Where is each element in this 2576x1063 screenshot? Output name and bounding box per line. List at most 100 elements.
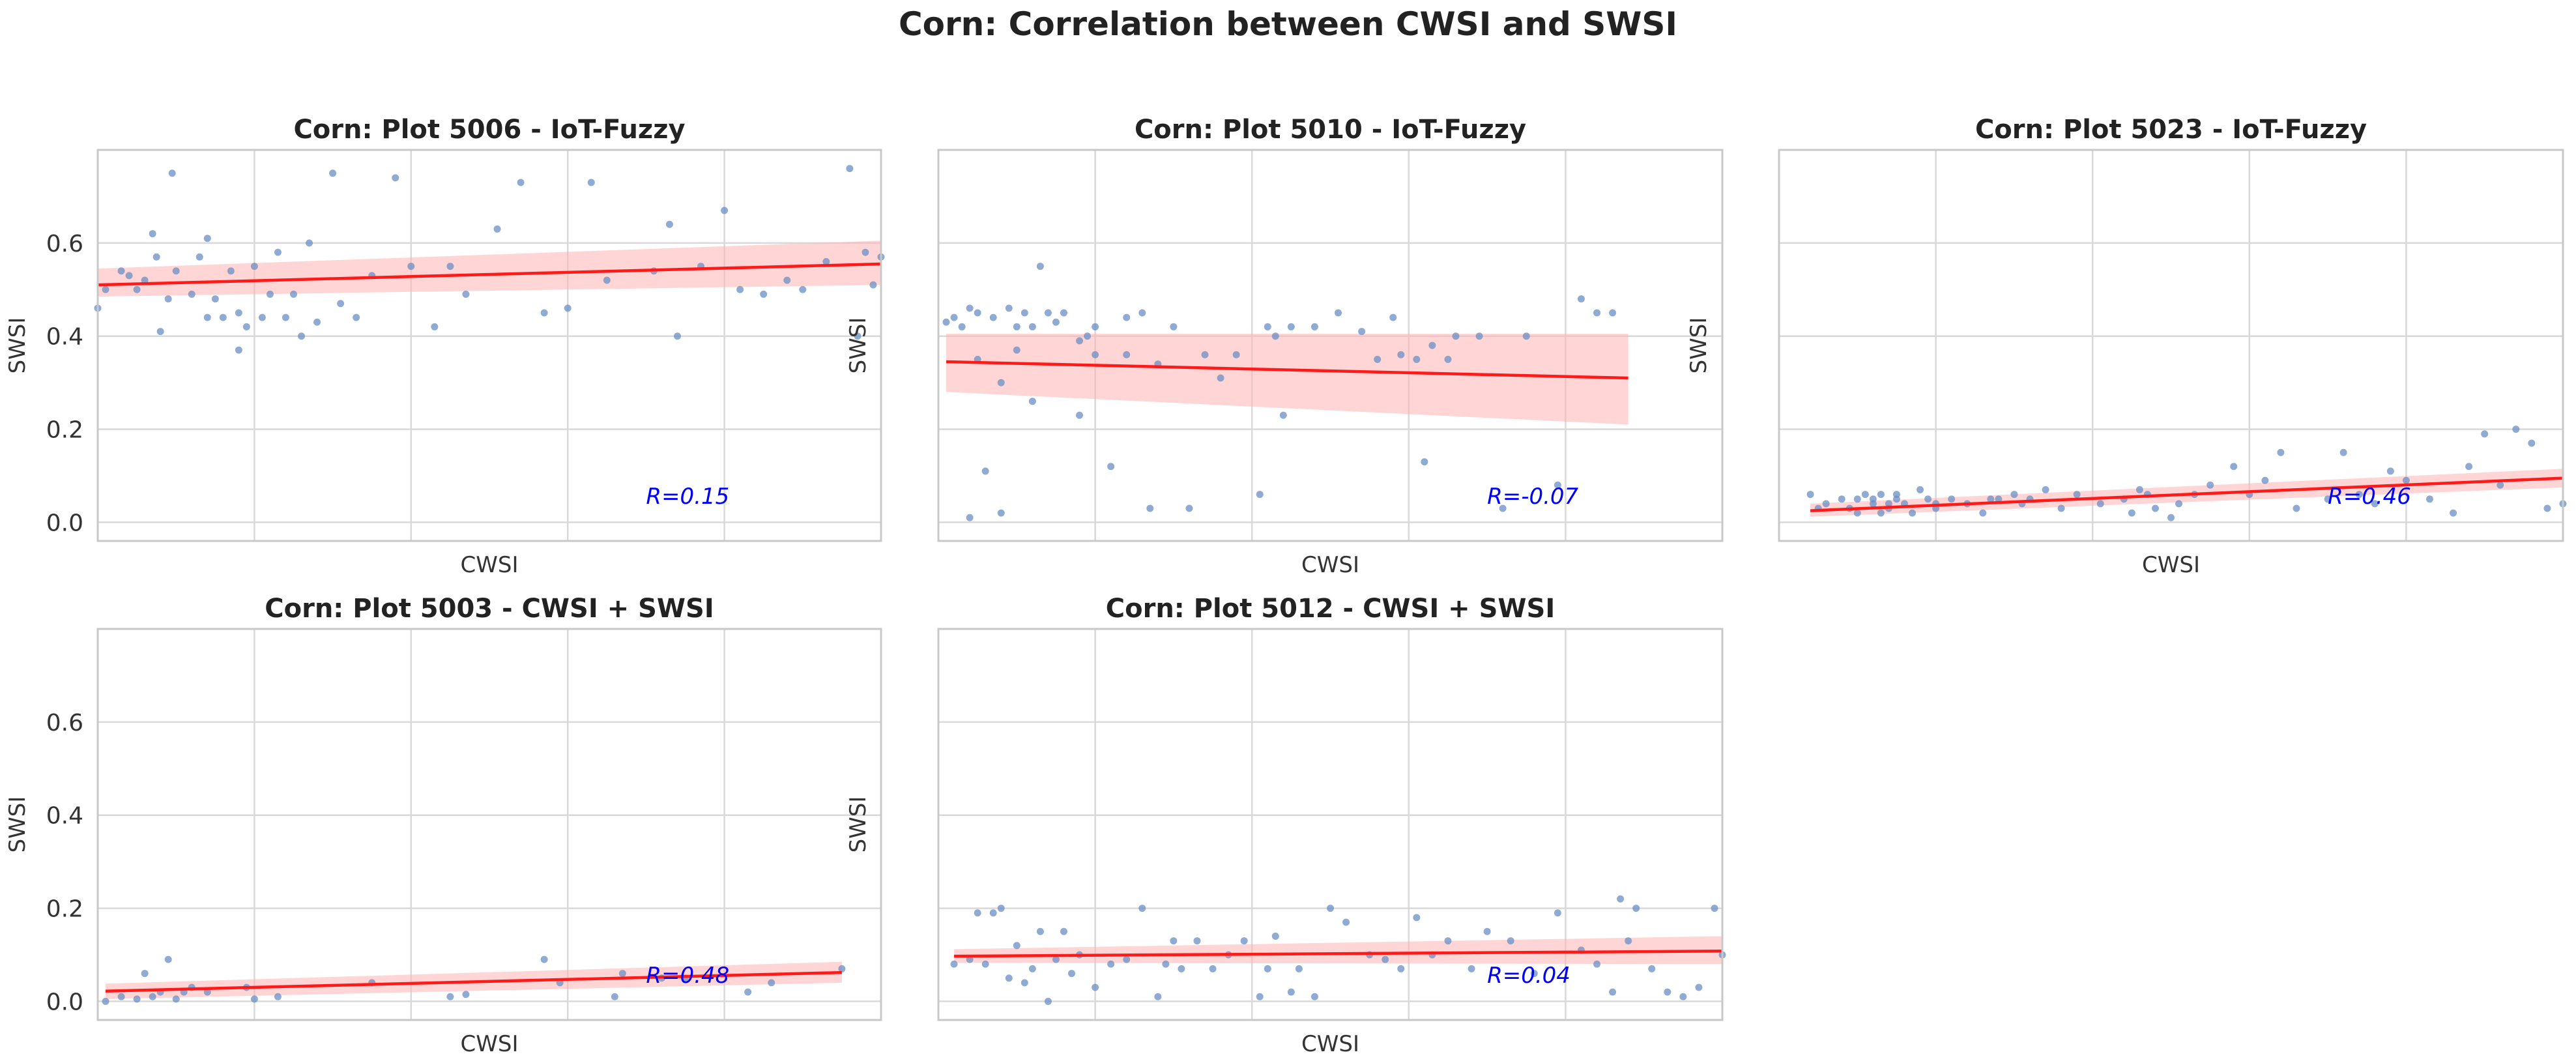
data-point bbox=[2230, 463, 2238, 471]
data-point bbox=[1695, 983, 1703, 991]
data-point bbox=[2386, 467, 2394, 475]
data-point bbox=[1397, 351, 1405, 358]
data-point bbox=[1310, 323, 1318, 330]
data-point bbox=[1374, 355, 1382, 363]
data-point bbox=[2402, 476, 2410, 484]
data-point bbox=[1279, 411, 1287, 419]
data-point bbox=[133, 995, 141, 1003]
data-point bbox=[760, 290, 768, 298]
data-point bbox=[564, 304, 572, 312]
data-point bbox=[1648, 965, 1656, 972]
regression-line bbox=[946, 360, 1628, 380]
data-point bbox=[2207, 481, 2214, 489]
data-point bbox=[1468, 965, 1475, 972]
data-point bbox=[258, 313, 266, 321]
data-point bbox=[618, 970, 626, 978]
data-point bbox=[2096, 500, 2104, 508]
data-point bbox=[989, 313, 997, 321]
data-point bbox=[235, 346, 242, 354]
data-point bbox=[1554, 481, 1561, 489]
y-axis-label: SWSI bbox=[845, 796, 871, 853]
data-point bbox=[1052, 318, 1060, 326]
data-point bbox=[2528, 439, 2536, 447]
data-point bbox=[141, 276, 149, 284]
data-point bbox=[172, 267, 180, 275]
data-point bbox=[869, 281, 877, 289]
data-point bbox=[1217, 374, 1224, 382]
data-point bbox=[168, 169, 176, 177]
data-point bbox=[587, 179, 595, 186]
data-point bbox=[768, 979, 775, 987]
data-point bbox=[1522, 332, 1530, 340]
data-point bbox=[1948, 495, 1956, 503]
data-point bbox=[981, 467, 989, 475]
data-point bbox=[1123, 955, 1131, 963]
data-point bbox=[673, 332, 681, 340]
data-point bbox=[125, 272, 133, 280]
regression-line bbox=[1810, 476, 2564, 512]
data-point bbox=[1068, 970, 1076, 978]
data-point bbox=[2450, 509, 2457, 517]
data-point bbox=[1013, 942, 1020, 950]
y-tick-label: 0.6 bbox=[46, 231, 83, 257]
data-point bbox=[1475, 332, 1483, 340]
data-point bbox=[1123, 351, 1131, 358]
data-point bbox=[1271, 932, 1279, 940]
confidence-band bbox=[1810, 469, 2563, 517]
data-point bbox=[846, 165, 854, 173]
data-point bbox=[2167, 514, 2175, 521]
confidence-band bbox=[954, 936, 1722, 965]
data-point bbox=[950, 960, 958, 968]
data-point bbox=[1264, 323, 1271, 330]
data-point bbox=[172, 995, 180, 1003]
data-point bbox=[1389, 313, 1397, 321]
x-axis-label: CWSI bbox=[1301, 1031, 1359, 1057]
data-point bbox=[783, 276, 791, 284]
subplot-3: R=0.46 Corn: Plot 5023 - IoT-Fuzzy CWSI SWS… bbox=[1686, 115, 2567, 578]
data-point bbox=[1444, 355, 1452, 363]
y-tick-label: 0.6 bbox=[46, 710, 83, 736]
data-point bbox=[446, 993, 454, 1000]
data-point bbox=[1711, 905, 1718, 912]
data-point bbox=[1679, 993, 1687, 1000]
data-point bbox=[2543, 504, 2551, 512]
data-point bbox=[102, 997, 109, 1005]
data-point bbox=[1264, 965, 1271, 972]
data-point bbox=[1632, 905, 1640, 912]
y-tick-label: 0.2 bbox=[46, 896, 83, 923]
data-point bbox=[203, 235, 211, 242]
data-point bbox=[1483, 927, 1491, 935]
data-point bbox=[1853, 495, 1861, 503]
data-point bbox=[1107, 960, 1115, 968]
data-point bbox=[2465, 463, 2473, 471]
data-point bbox=[250, 263, 258, 270]
y-tick-label: 0.4 bbox=[46, 803, 83, 830]
figure-title: Corn: Correlation between CWSI and SWSI bbox=[898, 5, 1678, 43]
data-point bbox=[188, 290, 195, 298]
subplot-title: Corn: Plot 5006 - IoT-Fuzzy bbox=[293, 115, 685, 145]
data-point bbox=[203, 988, 211, 996]
y-axis-label: SWSI bbox=[5, 317, 31, 374]
data-point bbox=[1335, 309, 1342, 317]
data-point bbox=[141, 970, 149, 978]
data-point bbox=[540, 955, 548, 963]
r-value-annotation: R=0.04 bbox=[1487, 963, 1570, 989]
data-point bbox=[431, 323, 439, 330]
r-value-annotation: R=0.46 bbox=[2328, 484, 2411, 510]
data-point bbox=[1838, 495, 1845, 503]
data-point bbox=[2425, 495, 2433, 503]
data-point bbox=[2151, 504, 2159, 512]
data-point bbox=[313, 318, 321, 326]
data-point bbox=[462, 991, 470, 998]
data-point bbox=[2355, 491, 2363, 499]
data-point bbox=[2293, 504, 2300, 512]
data-point bbox=[133, 285, 141, 293]
data-point bbox=[1005, 974, 1013, 982]
data-point bbox=[1625, 937, 1632, 945]
y-axis-label: SWSI bbox=[1686, 317, 1712, 374]
data-point bbox=[1170, 937, 1178, 945]
data-point bbox=[1123, 313, 1131, 321]
data-point bbox=[981, 960, 989, 968]
regression-line bbox=[105, 970, 842, 993]
data-point bbox=[152, 253, 160, 261]
